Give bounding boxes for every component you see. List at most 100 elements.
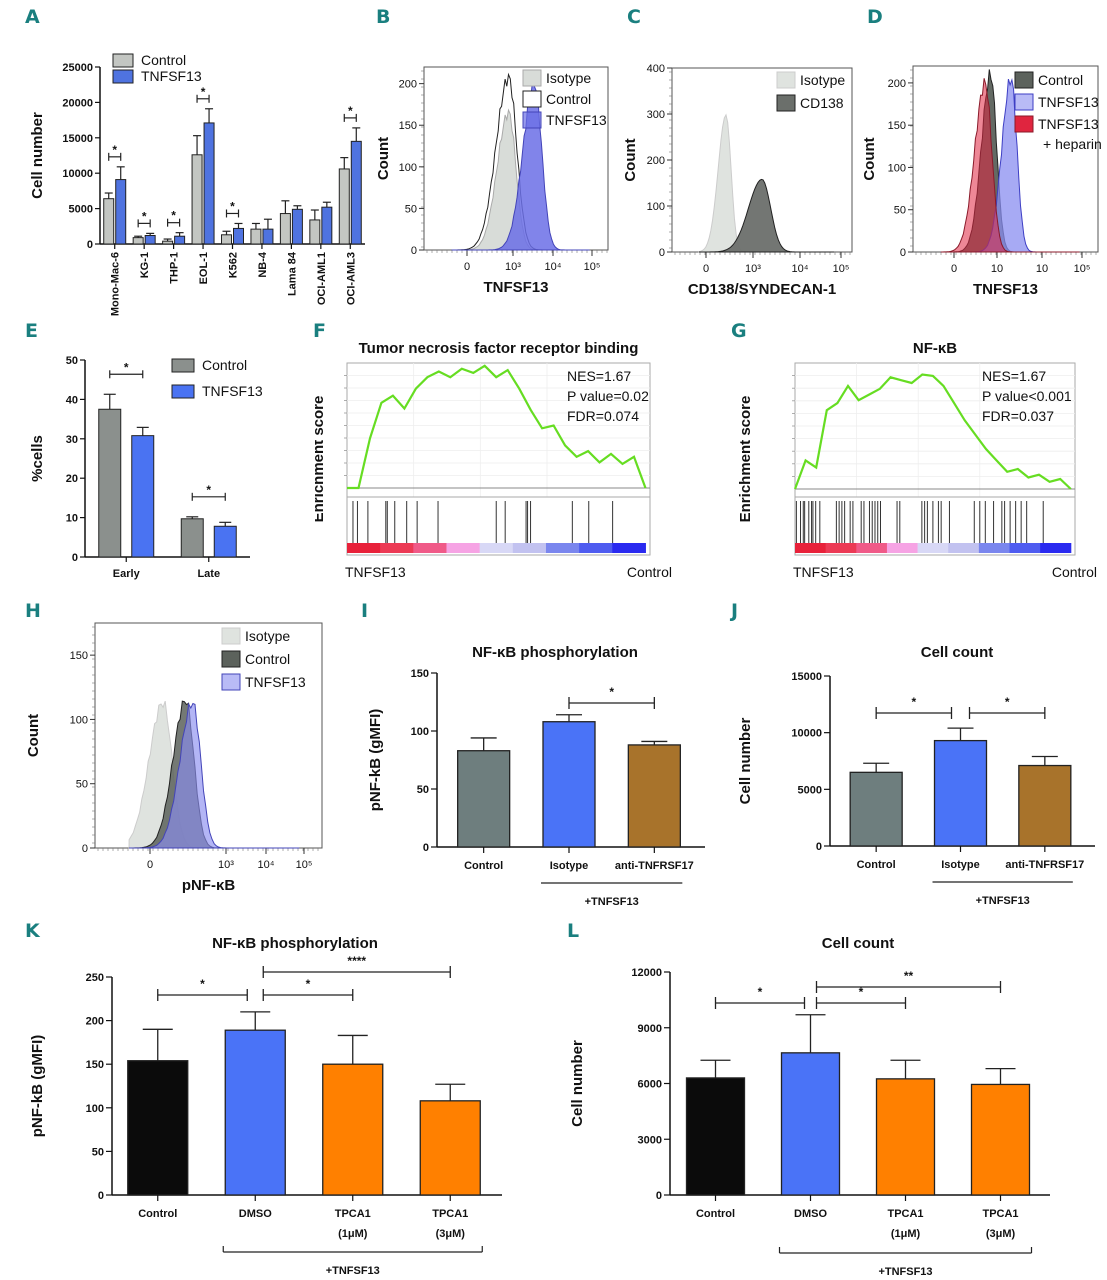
y-tick-label: 10 (66, 513, 78, 525)
y-tick-label: 5000 (798, 784, 822, 796)
x-tick-label: 10⁵ (1074, 263, 1091, 275)
panel-label-g: G (731, 320, 747, 342)
y-tick-label: 150 (86, 1059, 104, 1071)
chart-d-heparin-histogram: 0 50 100 150 200 0 10 10 10⁵ Count TNFSF13 Control T… (861, 65, 1102, 298)
y-tick-label: 30 (66, 434, 78, 446)
y-axis-label: Cell number (569, 1040, 586, 1127)
legend-swatch-isotype (221, 627, 241, 645)
x-tick-label-line: TPCA1 (335, 1208, 371, 1220)
x-tick-label: 0 (147, 859, 153, 871)
y-tick-label: 12000 (631, 967, 662, 979)
y-tick-label: 3000 (638, 1134, 662, 1146)
statistic-label: NES=1.67 (567, 368, 631, 384)
y-axis-label: Count (861, 137, 878, 180)
y-tick-label: 20000 (62, 97, 93, 109)
x-tick-label-line: (3μM) (986, 1228, 1016, 1240)
left-phenotype-label: TNFSF13 (345, 564, 406, 580)
x-tick-label: 0 (951, 263, 957, 275)
x-tick-label: Lama 84 (286, 251, 298, 296)
enrichment-score-line (793, 373, 1072, 490)
y-tick-label: 9000 (638, 1023, 662, 1035)
es-plot-frame (794, 362, 1076, 498)
x-tick-label: 10⁴ (258, 859, 275, 871)
legend-label: Isotype (800, 72, 845, 88)
chart-title: Tumor necrosis factor receptor binding (359, 340, 639, 357)
legend-swatch-tnfsf13 (221, 673, 241, 691)
panel-label-i: I (361, 600, 369, 622)
x-tick-label: DMSO (239, 1208, 272, 1220)
group-label: +TNFSF13 (878, 1266, 932, 1278)
y-tick-label: 50 (92, 1146, 104, 1158)
chart-g-gsea-nfkb: NF-κB Enrichment score NES=1.67 P value<0.0… (737, 340, 1097, 580)
legend-swatch-control (1014, 71, 1034, 89)
legend-label: Control (202, 357, 247, 373)
bar-tnfsf13 (115, 179, 127, 245)
rank-gradient-segment (1009, 543, 1041, 553)
y-tick-label: 150 (411, 668, 429, 680)
significance-star: * (306, 977, 311, 991)
y-tick-label: 100 (647, 201, 665, 213)
significance-star: * (142, 209, 147, 223)
x-tick-label-line: TPCA1 (887, 1208, 923, 1220)
significance-star: * (859, 985, 864, 999)
x-tick-label: KG-1 (139, 252, 151, 278)
x-tick-label: EOL-1 (198, 252, 210, 284)
rank-gradient-segment (978, 543, 1011, 553)
histogram-tnfsf13 (129, 702, 300, 849)
x-axis-label: CD138/SYNDECAN-1 (688, 281, 836, 298)
plot-frame (94, 622, 323, 849)
legend-label-line: CD138 (800, 95, 844, 111)
legend-swatch-tnfsf13-heparin (1014, 115, 1034, 133)
rank-gradient-segment (1040, 543, 1072, 553)
x-tick-label: 10 (1036, 263, 1048, 275)
y-tick-label: 0 (423, 842, 429, 854)
rank-gradient-segment (347, 543, 381, 553)
y-tick-label: 100 (70, 714, 88, 726)
legend-label: TNFSF13 (202, 383, 263, 399)
y-axis-label: Enrichment score (315, 396, 327, 523)
legend-swatch-tnfsf13 (522, 111, 542, 129)
histogram-tnfsf13 (451, 79, 590, 251)
chart-c-cd138-histogram: 0 100 200 300 400 0 10³ 10⁴ 10⁵ Count CD138/SYNDEC… (622, 63, 853, 298)
legend-label: CD138 (800, 95, 844, 111)
x-tick-label: Late (197, 568, 220, 580)
y-tick-label: 150 (70, 650, 88, 662)
bar-control (180, 518, 204, 558)
group-label: +TNFSF13 (326, 1265, 380, 1277)
rank-gradient-segment (479, 543, 514, 553)
legend-label-line: TNFSF13 (1038, 94, 1099, 110)
x-tick-label: 10³ (218, 859, 234, 871)
y-tick-label: 300 (647, 109, 665, 121)
statistic-label: FDR=0.037 (982, 408, 1054, 424)
legend-swatch-control (171, 358, 195, 373)
x-tick-label: OCI-AML3 (345, 252, 357, 305)
x-tick-label: Control (138, 1208, 177, 1220)
legend-label: Control (1038, 72, 1083, 88)
y-tick-label: 100 (399, 162, 417, 174)
x-tick-label-line: Control (464, 860, 503, 872)
chart-title: NF-κB (913, 340, 957, 357)
histogram-cd138 (699, 178, 834, 253)
y-tick-label: 25000 (62, 62, 93, 74)
significance-star: * (609, 685, 614, 699)
legend-label: TNFSF13 (1038, 94, 1099, 110)
y-tick-label: 250 (86, 972, 104, 984)
right-phenotype-label: Control (1052, 564, 1097, 580)
panel-label-c: C (627, 6, 641, 28)
y-tick-label: 0 (72, 552, 78, 564)
x-tick-label: Early (113, 568, 141, 580)
y-tick-label: 150 (888, 120, 906, 132)
bar-control (98, 408, 122, 558)
legend-label: Control (141, 52, 186, 68)
legend-label: Control (546, 91, 591, 107)
statistic-label: P value=0.02 (567, 388, 649, 404)
panel-label-l: L (567, 920, 580, 942)
bar-tnfsf13 (262, 228, 274, 245)
rank-gradient-segment (917, 543, 949, 553)
y-axis-label: Count (25, 714, 42, 757)
x-axis-label: TNFSF13 (973, 281, 1038, 298)
histogram-tnfsf13-heparin (940, 78, 1080, 253)
legend-label: TNFSF13 (141, 68, 202, 84)
chart-title: Cell count (822, 935, 895, 952)
chart-e-percent-cells-bar: 0 10 20 30 40 50 %cells Early * Late * Control TNFSF… (29, 355, 263, 580)
